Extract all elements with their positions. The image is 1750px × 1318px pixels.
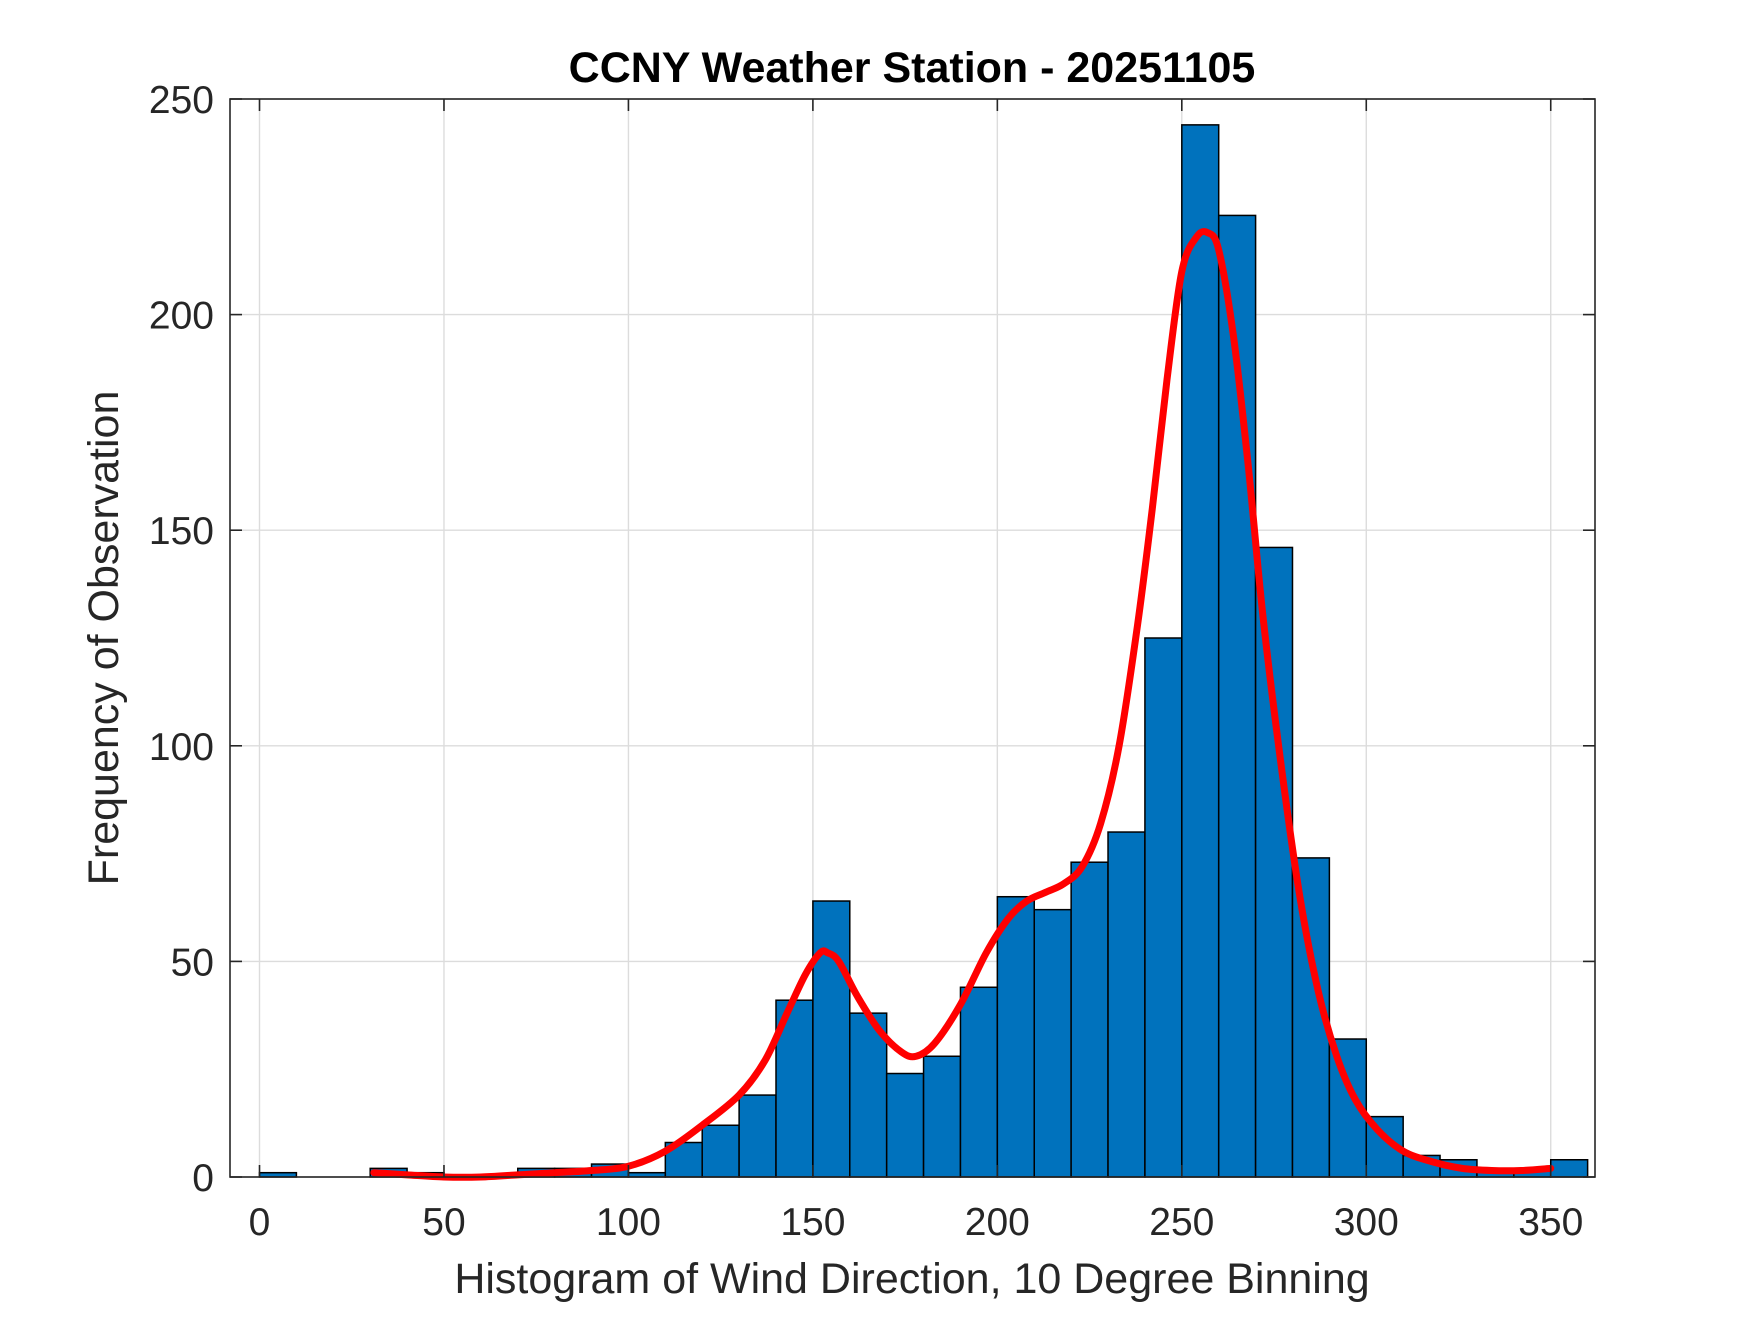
histogram-bar [812,900,851,1178]
y-tick-label: 200 [149,295,214,338]
x-axis-label: Histogram of Wind Direction, 10 Degree B… [454,1255,1369,1303]
histogram-bar [959,986,999,1178]
histogram-bar [1033,908,1072,1178]
histogram-bar [1144,637,1183,1178]
y-tick-label: 250 [149,79,214,122]
plot-area-background [230,99,1595,1177]
x-tick-labels: 0 50 100 150 200 250 300 350 [249,1201,1584,1244]
fit-curve-layer [370,227,1555,1181]
chart-title: CCNY Weather Station - 20251105 [569,44,1256,92]
y-tick-label: 50 [171,941,214,984]
histogram-bar [922,1055,962,1178]
x-tick-label: 50 [422,1201,465,1244]
x-tick-label: 0 [249,1201,271,1244]
y-tick-label: 0 [192,1157,214,1200]
histogram-bar [1254,546,1294,1178]
histogram-bars [258,124,1589,1178]
histogram-bar [849,1012,888,1178]
y-axis-label: Frequency of Observation [80,391,128,886]
histogram-bar [1107,831,1146,1178]
histogram-bar [738,1094,777,1178]
fit-curve-line [370,227,1555,1181]
histogram-bar [1549,1159,1589,1178]
x-tick-label: 350 [1518,1201,1583,1244]
histogram-bar [1181,124,1220,1178]
x-tick-label: 200 [965,1201,1030,1244]
histogram-bar [1070,861,1109,1178]
y-tick-labels: 0 50 100 150 200 250 [149,79,214,1200]
histogram-bar [701,1124,740,1178]
y-tick-label: 150 [149,510,214,553]
histogram-bar [885,1072,925,1178]
y-tick-label: 100 [149,726,214,769]
x-tick-label: 250 [1149,1201,1214,1244]
x-tick-label: 100 [596,1201,661,1244]
histogram-bar [996,895,1035,1178]
axes-box [229,98,1596,1178]
x-tick-label: 150 [780,1201,845,1244]
x-tick-label: 300 [1334,1201,1399,1244]
tick-marks [230,98,1595,1178]
